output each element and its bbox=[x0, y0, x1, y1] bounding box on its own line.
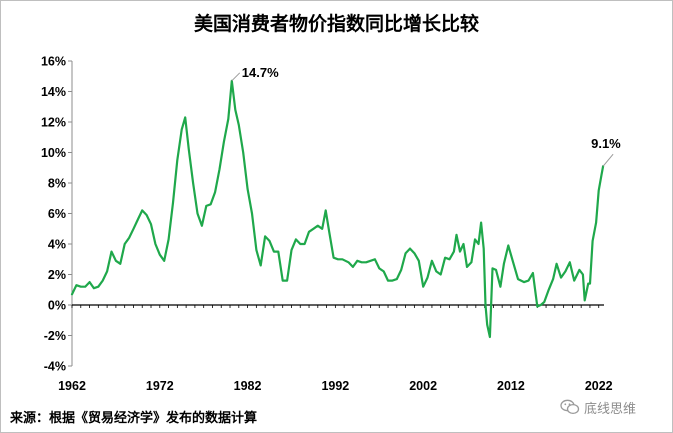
y-tick-label: 0% bbox=[48, 299, 66, 313]
axes bbox=[71, 61, 604, 366]
y-tick-label: 8% bbox=[48, 177, 66, 191]
annotation-14-7pct: 14.7% bbox=[242, 65, 279, 80]
x-tick-label: 2012 bbox=[497, 379, 525, 393]
y-axis-ticks: -4% -2% 0% 2% 4% 6% 8% 10% 12% 14% 16% bbox=[41, 55, 72, 374]
annotation-14-7pct-leader bbox=[231, 72, 241, 82]
y-tick-label: 10% bbox=[41, 146, 66, 160]
source-note: 来源：根据《贸易经济学》发布的数据计算 bbox=[10, 411, 258, 426]
x-tick-label: 2002 bbox=[409, 379, 437, 393]
x-tick-label: 1972 bbox=[146, 379, 174, 393]
x-tick-label: 1962 bbox=[58, 379, 86, 393]
y-tick-label: 2% bbox=[48, 268, 66, 282]
x-axis-ticks: 1962 1972 1982 1992 2002 2012 2022 bbox=[58, 305, 613, 393]
annotations: 14.7% 9.1% bbox=[231, 65, 621, 167]
wechat-icon bbox=[560, 399, 580, 415]
x-tick-label: 2022 bbox=[585, 379, 613, 393]
y-tick-label: 16% bbox=[41, 55, 66, 69]
x-tick-label: 1982 bbox=[234, 379, 262, 393]
watermark: 底线思维 bbox=[560, 396, 670, 418]
watermark-text: 底线思维 bbox=[584, 401, 637, 417]
y-tick-label: 14% bbox=[41, 85, 66, 99]
chart-title: 美国消费者物价指数同比增长比较 bbox=[193, 13, 479, 35]
y-tick-label: -2% bbox=[44, 329, 66, 343]
x-tick-label: 1992 bbox=[321, 379, 349, 393]
cpi-yoy-line bbox=[70, 79, 605, 339]
y-tick-label: 6% bbox=[48, 207, 66, 221]
annotation-9-1pct-leader bbox=[602, 153, 614, 167]
y-tick-label: 4% bbox=[48, 238, 66, 252]
annotation-9-1pct: 9.1% bbox=[591, 136, 621, 151]
y-tick-label: -4% bbox=[44, 360, 66, 374]
y-tick-label: 12% bbox=[41, 116, 66, 130]
